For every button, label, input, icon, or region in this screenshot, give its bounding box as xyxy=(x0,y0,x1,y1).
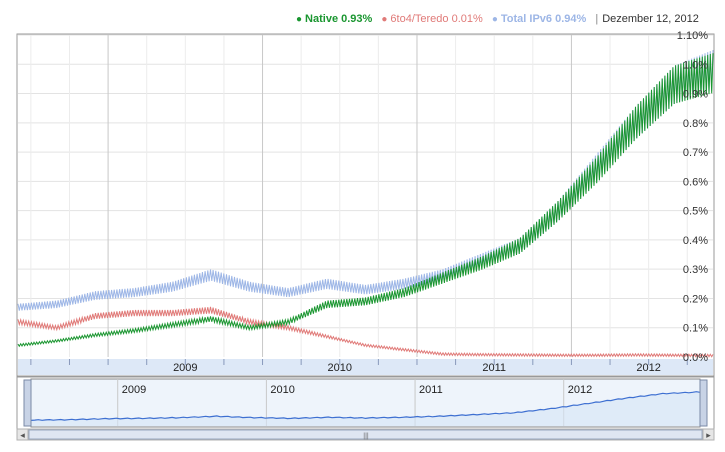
x-axis-band xyxy=(18,359,713,375)
legend-dot-native: ● xyxy=(296,14,303,25)
x-tick-label: 2009 xyxy=(173,362,197,374)
range-handle-left[interactable] xyxy=(23,379,32,427)
y-tick-label: 0.0% xyxy=(683,352,708,364)
legend-dot-total: ● xyxy=(491,14,498,25)
y-tick-label: 0.9% xyxy=(683,89,708,101)
y-axis: 1.10% 1.0% 0.9% 0.8% 0.7% 0.6% 0.5% 0.4% 0.3% 0.2… xyxy=(677,30,708,364)
y-tick-label: 0.7% xyxy=(683,147,708,159)
legend-item-total[interactable]: ● Total IPv6 0.94% xyxy=(492,13,586,25)
y-tick-label: 1.10% xyxy=(677,30,708,42)
scrollbar[interactable]: ◂ ▸ ||| xyxy=(16,428,715,441)
scroll-thumb-grip-icon: ||| xyxy=(363,433,369,440)
overview-line xyxy=(30,391,701,421)
plot-frame xyxy=(16,33,715,377)
overview-x-tick-label: 2010 xyxy=(270,384,294,396)
legend-label-native: Native 0.93% xyxy=(305,13,373,25)
chart-legend: ● Native 0.93% ● 6to4/Teredo 0.01% ● Total … xyxy=(296,13,699,25)
scroll-left-button[interactable] xyxy=(16,428,29,441)
overview-x-tick-label: 2009 xyxy=(122,384,146,396)
series-line-native xyxy=(17,53,714,348)
scroll-thumb[interactable] xyxy=(28,429,703,440)
scroll-right-arrow-icon: ▸ xyxy=(706,430,711,440)
overview-x-tick-label: 2012 xyxy=(568,384,592,396)
series-layer xyxy=(17,49,714,358)
y-tick-label: 1.0% xyxy=(683,59,708,71)
x-tick-label: 2011 xyxy=(482,362,506,374)
overview-x-tick-label: 2011 xyxy=(419,384,443,396)
series-line-6to4-teredo xyxy=(17,306,714,358)
y-tick-label: 0.6% xyxy=(683,176,708,188)
y-tick-label: 0.5% xyxy=(683,206,708,218)
y-tick-label: 0.3% xyxy=(683,264,708,276)
legend-label-total: Total IPv6 0.94% xyxy=(500,13,587,25)
range-selector[interactable]: 2009 2010 2011 2012 xyxy=(16,376,715,430)
legend-dot-teredo: ● xyxy=(381,14,388,25)
scroll-right-button[interactable] xyxy=(702,428,715,441)
y-tick-label: 0.2% xyxy=(683,293,708,305)
legend-separator: | xyxy=(595,13,599,25)
y-tick-label: 0.1% xyxy=(683,323,708,335)
x-tick-label: 2010 xyxy=(328,362,352,374)
legend-item-teredo[interactable]: ● 6to4/Teredo 0.01% xyxy=(381,13,482,25)
x-axis: 2009 2010 2011 2012 xyxy=(30,359,688,374)
legend-label-teredo: 6to4/Teredo 0.01% xyxy=(390,13,483,25)
range-handle-right[interactable] xyxy=(699,379,708,427)
scroll-left-arrow-icon: ◂ xyxy=(20,430,25,440)
legend-item-native[interactable]: ● Native 0.93% xyxy=(296,13,372,25)
y-tick-label: 0.4% xyxy=(683,235,708,247)
legend-date: Dezember 12, 2012 xyxy=(602,13,699,25)
y-tick-label: 0.8% xyxy=(683,118,708,130)
x-tick-label: 2012 xyxy=(636,362,660,374)
overview-layer: 2009 2010 2011 2012 xyxy=(30,379,701,426)
